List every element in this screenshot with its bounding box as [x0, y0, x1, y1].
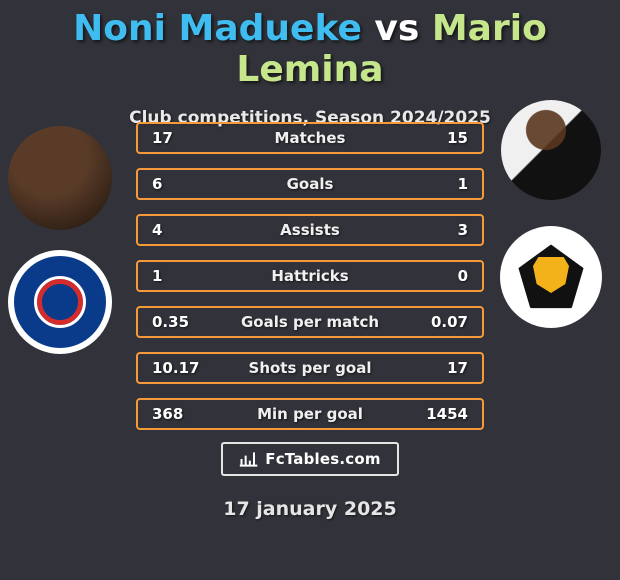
stat-value-left: 6 — [152, 175, 162, 193]
stat-row: 6Goals1 — [136, 168, 484, 200]
stat-row: 368Min per goal1454 — [136, 398, 484, 430]
vs-text: vs — [374, 8, 419, 49]
stat-value-left: 1 — [152, 267, 162, 285]
stat-value-right: 1454 — [426, 405, 468, 423]
stat-value-right: 3 — [458, 221, 468, 239]
stat-label: Matches — [138, 129, 482, 147]
stat-row: 10.17Shots per goal17 — [136, 352, 484, 384]
site-logo[interactable]: FcTables.com — [221, 442, 399, 476]
left-column — [8, 126, 112, 354]
player2-avatar — [501, 100, 601, 200]
stat-label: Goals — [138, 175, 482, 193]
date-text: 17 january 2025 — [0, 498, 620, 520]
stat-value-right: 1 — [458, 175, 468, 193]
stat-row: 4Assists3 — [136, 214, 484, 246]
stat-value-right: 17 — [447, 359, 468, 377]
stat-value-right: 0 — [458, 267, 468, 285]
stat-label: Assists — [138, 221, 482, 239]
stat-value-left: 17 — [152, 129, 173, 147]
stat-label: Hattricks — [138, 267, 482, 285]
player1-club-crest — [8, 250, 112, 354]
stats-table: 17Matches156Goals14Assists31Hattricks00.… — [136, 122, 484, 430]
player1-name: Noni Madueke — [73, 8, 362, 49]
site-logo-text: FcTables.com — [265, 450, 380, 468]
stat-row: 1Hattricks0 — [136, 260, 484, 292]
player2-club-crest — [500, 226, 602, 328]
bars-icon — [239, 449, 259, 469]
comparison-title: Noni Madueke vs Mario Lemina — [0, 0, 620, 90]
stat-value-right: 15 — [447, 129, 468, 147]
stat-value-left: 10.17 — [152, 359, 199, 377]
stat-value-left: 4 — [152, 221, 162, 239]
player1-avatar — [8, 126, 112, 230]
stat-value-right: 0.07 — [431, 313, 468, 331]
stat-row: 0.35Goals per match0.07 — [136, 306, 484, 338]
right-column — [500, 100, 602, 328]
stat-row: 17Matches15 — [136, 122, 484, 154]
stat-value-left: 368 — [152, 405, 183, 423]
stat-value-left: 0.35 — [152, 313, 189, 331]
